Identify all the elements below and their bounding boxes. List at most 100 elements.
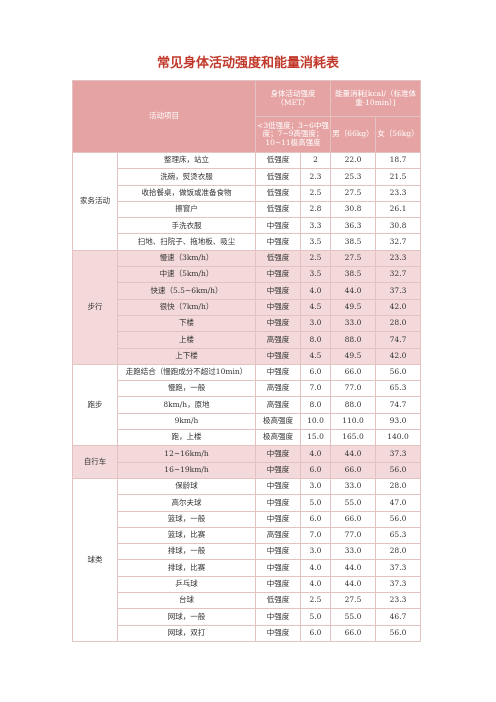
cell: 56.0 — [374, 363, 422, 382]
cell: 低强度 — [255, 151, 301, 170]
header-cell: 活动项目 — [72, 80, 256, 153]
cell: 65.3 — [374, 380, 422, 398]
cell: 74.7 — [374, 331, 422, 349]
cell: 93.0 — [374, 412, 422, 431]
cell: 排球，比赛 — [117, 559, 256, 577]
cell: 低强度 — [255, 200, 301, 219]
cell: 42.0 — [374, 298, 422, 316]
table-row: 网球，一般 中强度 5.0 55.0 46.7 — [73, 608, 422, 626]
cell: 3.0 — [300, 314, 331, 333]
cell: 25.3 — [330, 168, 376, 186]
cell: 下楼 — [117, 314, 256, 333]
cell: 44.0 — [330, 282, 376, 300]
cell: 擦窗户 — [117, 200, 256, 219]
cell: 4.0 — [300, 575, 331, 594]
table-row: 上楼 高强度 8.0 88.0 74.7 — [73, 331, 422, 349]
cell: 12~16km/h — [117, 445, 256, 463]
cell: 38.5 — [330, 266, 376, 284]
cell: 上下楼 — [117, 347, 256, 365]
cell: 65.3 — [374, 526, 422, 545]
cell: 篮球，比赛 — [117, 526, 256, 545]
cell: 37.3 — [374, 282, 422, 300]
title: 常见身体活动强度和能量消耗表 — [156, 56, 339, 71]
cell: 6.0 — [300, 510, 331, 528]
cell: 中强度 — [255, 266, 301, 284]
table-row: 16~19km/h 中强度 6.0 66.0 56.0 — [73, 461, 422, 479]
cell: 高强度 — [255, 331, 301, 349]
table-row: 扫地、扫院子、拖地板、吸尘 中强度 3.5 38.5 32.7 — [73, 233, 422, 251]
header-cell: 女（56kg） — [374, 116, 422, 153]
cell: 中强度 — [255, 624, 301, 642]
header-cell: <3低强度；3~6中强度；7~9高强度；10~11极高强度 — [255, 116, 331, 153]
cell: 3.0 — [300, 477, 331, 496]
table-row: 擦窗户 低强度 2.8 30.8 26.1 — [73, 200, 422, 219]
cell: 56.0 — [374, 461, 422, 479]
cell: 3.5 — [300, 266, 331, 284]
cell: 2.5 — [300, 249, 331, 268]
cell: 中速（5km/h） — [117, 266, 256, 284]
cell: 21.5 — [374, 168, 422, 186]
cell: 跑，上楼 — [117, 429, 256, 447]
cell: 44.0 — [330, 575, 376, 594]
cell: 10.0 — [300, 412, 331, 431]
cell: 9km/h — [117, 412, 256, 431]
cell: 165.0 — [330, 429, 376, 447]
cell: 8km/h，原地 — [117, 396, 256, 414]
cell: 台球 — [117, 592, 256, 610]
cell: 23.3 — [374, 592, 422, 610]
header-cell: 身体活动强度（MET） — [255, 80, 331, 117]
table-row: 排球，一般 中强度 3.0 33.0 28.0 — [73, 543, 422, 561]
group-cell: 步行 — [72, 249, 118, 365]
cell: 28.0 — [374, 314, 422, 333]
cell: 4.0 — [300, 445, 331, 463]
cell: 27.5 — [330, 592, 376, 610]
cell: 2.8 — [300, 200, 331, 219]
table-row: 8km/h，原地 高强度 8.0 88.0 74.7 — [73, 396, 422, 414]
cell: 28.0 — [374, 477, 422, 496]
cell: 慢跑，一般 — [117, 380, 256, 398]
cell: 中强度 — [255, 543, 301, 561]
cell: 很快（7km/h） — [117, 298, 256, 316]
cell: 6.0 — [300, 624, 331, 642]
cell: 高强度 — [255, 526, 301, 545]
cell: 88.0 — [330, 331, 376, 349]
table-row: 快速（5.5~6km/h） 中强度 4.0 44.0 37.3 — [73, 282, 422, 300]
cell: 36.3 — [330, 217, 376, 235]
table: 活动项目 身体活动强度（MET） 能量消耗[kcal/（标准体重·10min）]… — [72, 80, 422, 642]
group-cell: 自行车 — [72, 445, 118, 479]
cell: 4.0 — [300, 559, 331, 577]
table-row: 慢跑，一般 高强度 7.0 77.0 65.3 — [73, 380, 422, 398]
cell: 4.5 — [300, 347, 331, 365]
cell: 23.3 — [374, 249, 422, 268]
cell: 低强度 — [255, 168, 301, 186]
cell: 66.0 — [330, 461, 376, 479]
table-row: 9km/h 极高强度 10.0 110.0 93.0 — [73, 412, 422, 431]
table-row: 中速（5km/h） 中强度 3.5 38.5 32.7 — [73, 266, 422, 284]
group-cell: 家务活动 — [72, 152, 118, 251]
cell: 32.7 — [374, 233, 422, 251]
cell: 中强度 — [255, 217, 301, 235]
cell: 44.0 — [330, 559, 376, 577]
cell: 2.3 — [300, 168, 331, 186]
cell: 2.5 — [300, 184, 331, 202]
cell: 3.0 — [300, 543, 331, 561]
cell: 中强度 — [255, 608, 301, 626]
cell: 中强度 — [255, 363, 301, 382]
table-row: 家务活动 整理床，站立 低强度 2 22.0 18.7 — [72, 151, 422, 251]
cell: 49.5 — [330, 347, 376, 365]
cell: 排球，一般 — [117, 543, 256, 561]
cell: 低强度 — [255, 249, 301, 268]
cell: 33.0 — [330, 314, 376, 333]
cell: 中强度 — [255, 233, 301, 251]
cell: 高强度 — [255, 380, 301, 398]
cell: 110.0 — [330, 412, 376, 431]
table-row: 台球 低强度 2.5 27.5 23.3 — [73, 592, 422, 610]
cell: 33.0 — [330, 477, 376, 496]
cell: 2.5 — [300, 592, 331, 610]
cell: 15.0 — [300, 429, 331, 447]
header-cell: 男（66kg） — [330, 116, 376, 153]
cell: 7.0 — [300, 526, 331, 545]
cell: 洗碗，熨烫衣服 — [117, 168, 256, 186]
cell: 44.0 — [330, 445, 376, 463]
